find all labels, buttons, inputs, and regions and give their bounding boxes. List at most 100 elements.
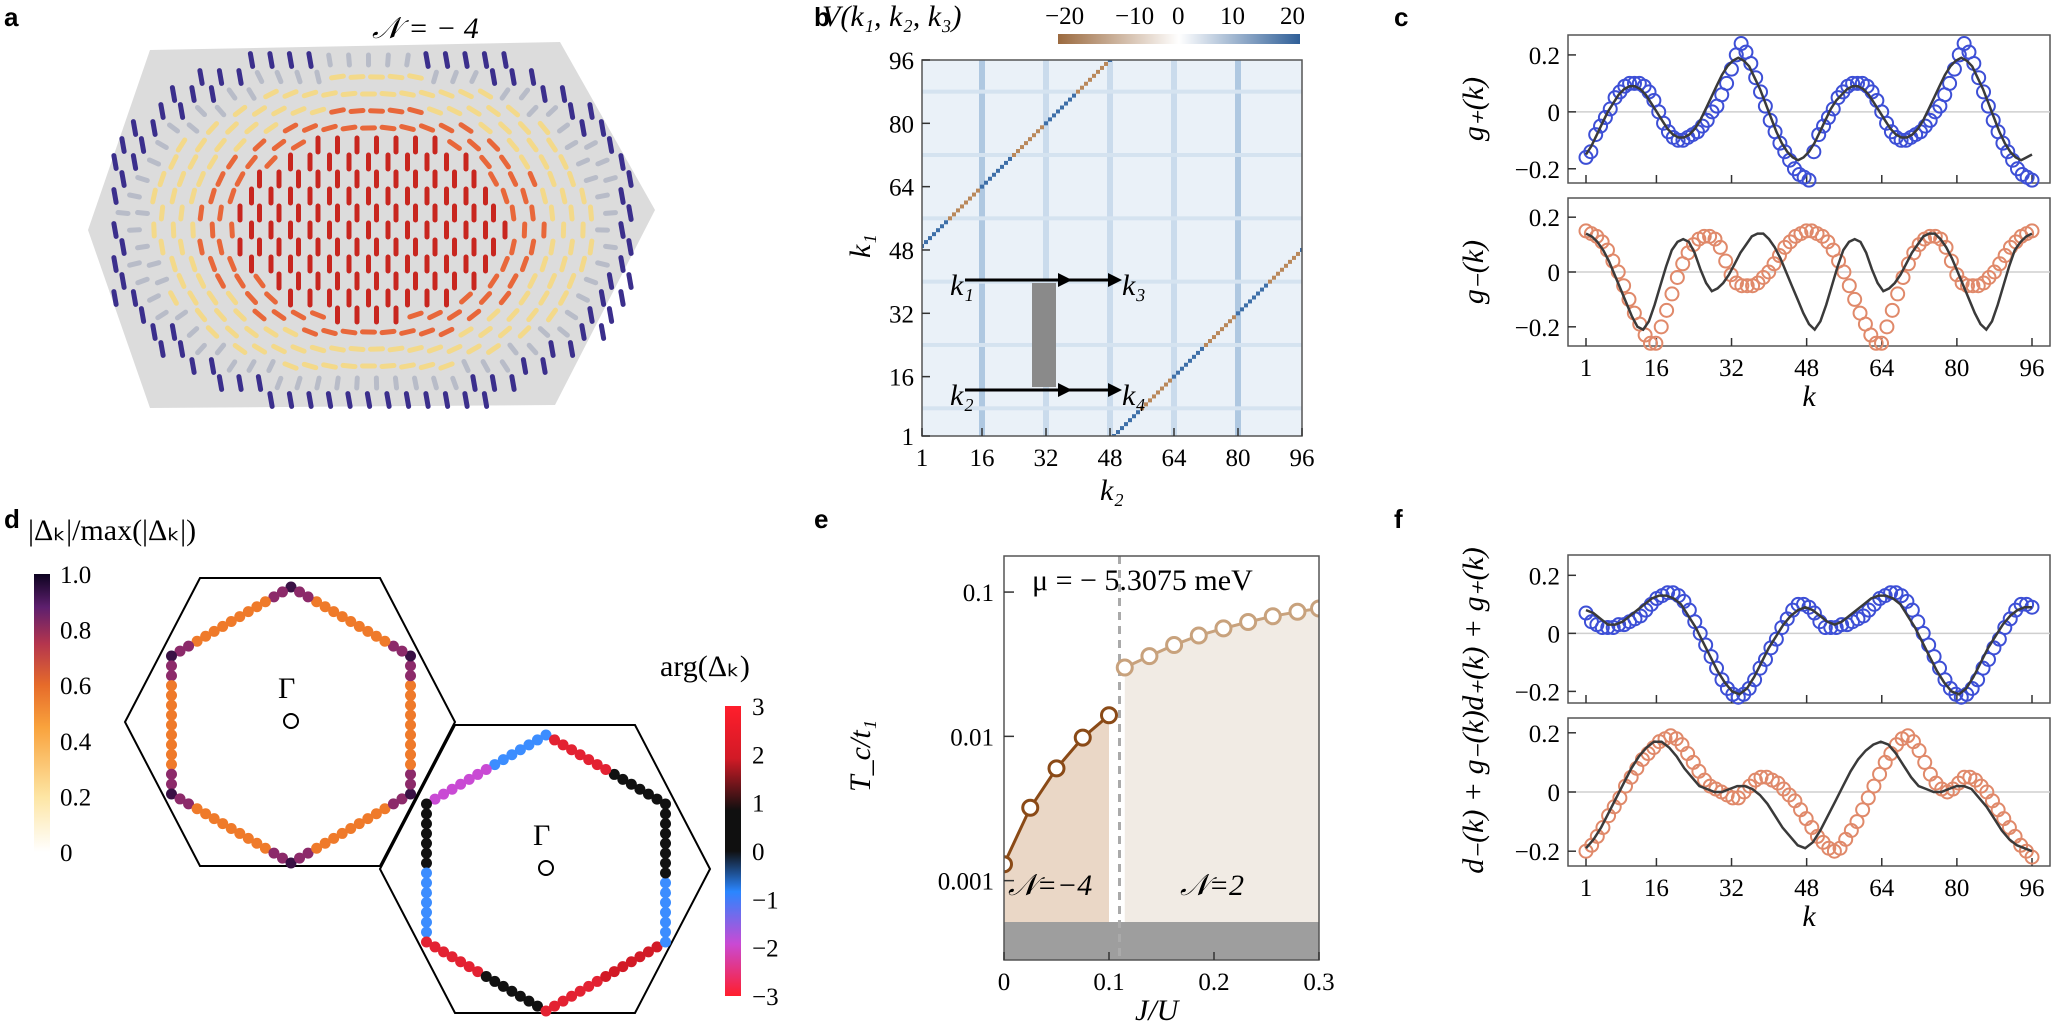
fermi-dot <box>165 680 177 692</box>
heatmap-diagonal-cell <box>1152 394 1156 399</box>
spin-arrow <box>559 187 568 205</box>
fermi-dot <box>557 739 569 751</box>
tc-data-point <box>1239 613 1258 632</box>
colorbar2-tick: −2 <box>752 936 779 963</box>
fermi-dot <box>165 739 177 751</box>
spin-arrow <box>236 374 244 392</box>
heatmap-diagonal-cell <box>952 212 956 217</box>
spin-arrow <box>111 153 119 171</box>
heatmap-diagonal-cell <box>940 224 944 229</box>
fermi-dot <box>379 635 391 647</box>
fermi-dot <box>420 798 432 810</box>
spin-arrow <box>150 323 158 341</box>
fit-line <box>1585 594 2032 696</box>
spin-arrow <box>480 359 491 373</box>
panel-b: V(k₁, k₂, k₃) −20 −10 0 10 20 11 16 16 32 32… <box>822 0 1315 507</box>
heatmap-band <box>1235 60 1241 436</box>
heatmap-row-band <box>922 216 1302 221</box>
heatmap-diagonal-cell <box>980 184 984 189</box>
spin-arrow <box>547 273 557 289</box>
fermi-dot <box>608 966 620 978</box>
fermi-dot <box>660 818 672 830</box>
fermi-dot <box>660 857 672 869</box>
heatmap-ytick-label: 96 <box>889 48 914 75</box>
spin-arrow <box>115 210 131 216</box>
spin-arrow <box>520 187 529 205</box>
spin-arrow <box>423 391 431 409</box>
fermi-dot <box>446 783 458 795</box>
spin-arrow <box>498 121 512 135</box>
fermi-dot <box>463 773 475 785</box>
spin-arrow <box>233 308 247 322</box>
heatmap-diagonal-cell <box>1292 255 1296 260</box>
data-point <box>1845 75 1861 91</box>
spin-arrow <box>509 204 517 222</box>
spin-arrow <box>217 204 224 222</box>
spin-arrow <box>407 310 424 320</box>
spin-arrow <box>548 340 556 358</box>
data-point <box>1798 223 1814 239</box>
spin-arrow <box>528 68 537 86</box>
fermi-dot <box>268 591 280 603</box>
spin-arrow <box>119 136 127 154</box>
gray-baseline-band <box>1004 922 1319 960</box>
fermi-dot <box>336 611 348 623</box>
spin-arrow <box>545 105 559 117</box>
heatmap-diagonal-cell <box>1132 414 1136 419</box>
spin-arrow <box>253 273 266 289</box>
spin-arrow <box>486 343 501 355</box>
spin-arrow <box>486 308 501 322</box>
heatmap-diagonal-cell <box>1032 133 1036 138</box>
spin-arrow <box>190 221 196 239</box>
fermi-dot <box>276 852 288 864</box>
heatmap-diagonal-cell <box>1248 299 1252 304</box>
heatmap-diagonal-cell <box>1012 152 1016 157</box>
fermi-dot <box>420 828 432 840</box>
tc-data-point <box>1310 599 1319 618</box>
spin-arrow <box>447 139 462 151</box>
data-point <box>1626 75 1642 91</box>
spin-arrow <box>568 204 575 222</box>
spin-arrow <box>462 391 470 409</box>
fermi-dot <box>302 847 314 859</box>
spin-arrow <box>127 192 142 200</box>
x-tick-label: 48 <box>1794 875 1819 902</box>
spin-arrow <box>499 359 511 373</box>
data-point <box>1816 118 1832 134</box>
heatmap-diagonal-cell <box>988 176 992 181</box>
colorbar2-ticks: 3 2 1 0 −1 −2 −3 <box>752 694 779 1011</box>
data-point <box>1610 264 1626 280</box>
heatmap-diagonal-cell <box>976 188 980 193</box>
region-fill-n-2 <box>1124 608 1319 960</box>
spin-arrow <box>507 273 519 289</box>
spin-arrow <box>438 361 455 371</box>
fermi-dot <box>523 995 535 1007</box>
heatmap-band <box>1107 60 1113 436</box>
spin-arrow <box>244 291 259 305</box>
data-point <box>1820 110 1836 126</box>
spin-arrow <box>500 187 510 205</box>
spin-arrow <box>379 124 397 132</box>
colorbar1-tick: 0.8 <box>60 618 91 645</box>
fermi-dot <box>285 581 297 593</box>
spin-arrow <box>426 344 444 354</box>
spin-arrow <box>450 375 459 391</box>
heatmap-diagonal-cell <box>1096 69 1100 74</box>
heatmap-diagonal-cell <box>1156 390 1160 395</box>
x-axis-label: k <box>1802 900 1816 933</box>
spin-arrow <box>438 122 455 134</box>
spin-arrow <box>489 68 498 86</box>
heatmap-band <box>1043 60 1049 436</box>
fermi-dot <box>497 980 509 992</box>
spin-arrow <box>618 153 626 171</box>
fermi-dot <box>328 832 340 844</box>
spin-arrow <box>568 238 575 256</box>
heatmap-diagonal-cell <box>1136 410 1140 415</box>
heatmap-diagonal-cell <box>1264 283 1268 288</box>
fermi-dot <box>405 680 417 692</box>
heatmap-diagonal-cell <box>1020 145 1024 150</box>
spin-arrow <box>387 107 405 115</box>
spin-arrow <box>478 121 493 135</box>
spin-arrow <box>197 204 205 222</box>
x-tick-label: 64 <box>1869 875 1895 902</box>
